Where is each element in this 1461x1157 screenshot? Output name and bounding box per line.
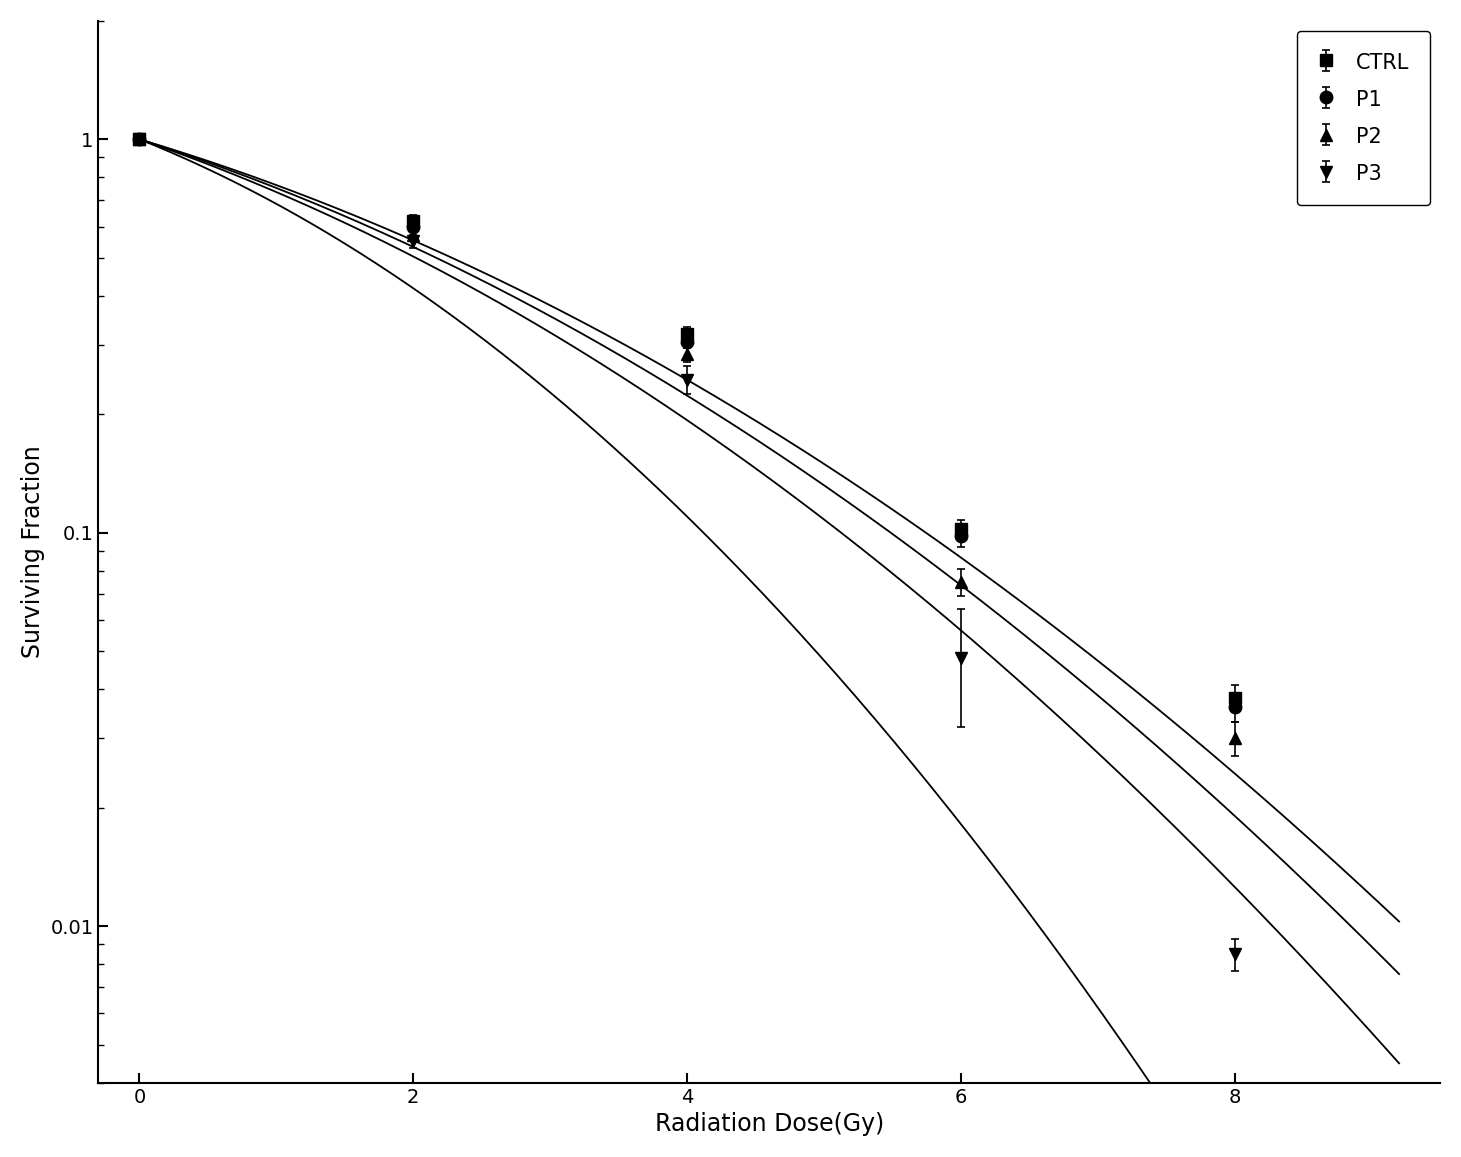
X-axis label: Radiation Dose(Gy): Radiation Dose(Gy)	[655, 1112, 884, 1136]
Legend: CTRL, P1, P2, P3: CTRL, P1, P2, P3	[1297, 31, 1430, 205]
Y-axis label: Surviving Fraction: Surviving Fraction	[20, 445, 45, 658]
